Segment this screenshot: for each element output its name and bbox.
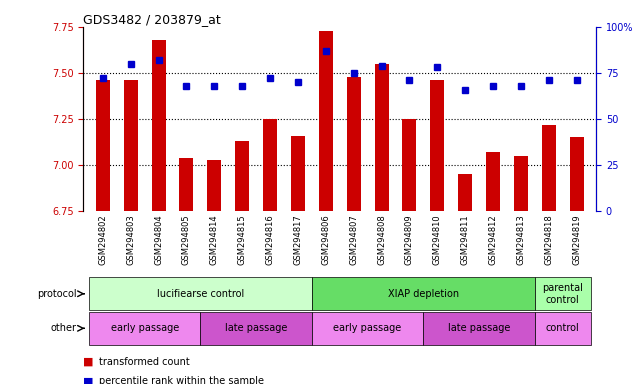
Text: late passage: late passage (448, 323, 510, 333)
Bar (312, 312, 423, 345)
Bar (535, 277, 590, 310)
Text: protocol: protocol (37, 289, 77, 299)
Bar (263, 119, 277, 211)
Bar (201, 312, 312, 345)
Text: XIAP depletion: XIAP depletion (388, 289, 459, 299)
Bar (179, 158, 194, 211)
Bar (96, 80, 110, 211)
Bar (423, 312, 535, 345)
Text: percentile rank within the sample: percentile rank within the sample (99, 376, 264, 384)
Text: ■: ■ (83, 376, 97, 384)
Bar (124, 80, 138, 211)
Bar (535, 312, 590, 345)
Bar (514, 156, 528, 211)
Text: late passage: late passage (225, 323, 287, 333)
Text: parental
control: parental control (542, 283, 583, 305)
Text: GDS3482 / 203879_at: GDS3482 / 203879_at (83, 13, 221, 26)
Bar (89, 277, 312, 310)
Bar (312, 277, 535, 310)
Bar (152, 40, 165, 211)
Text: early passage: early passage (110, 323, 179, 333)
Bar (403, 119, 417, 211)
Text: control: control (546, 323, 579, 333)
Bar (207, 160, 221, 211)
Bar (89, 312, 201, 345)
Bar (319, 31, 333, 211)
Text: other: other (51, 323, 77, 333)
Bar (374, 64, 388, 211)
Text: early passage: early passage (333, 323, 402, 333)
Text: lucifiearse control: lucifiearse control (157, 289, 244, 299)
Bar (486, 152, 500, 211)
Bar (235, 141, 249, 211)
Bar (291, 136, 305, 211)
Bar (542, 124, 556, 211)
Bar (347, 77, 361, 211)
Bar (430, 80, 444, 211)
Bar (570, 137, 583, 211)
Bar (458, 174, 472, 211)
Text: transformed count: transformed count (99, 357, 190, 367)
Text: ■: ■ (83, 357, 97, 367)
